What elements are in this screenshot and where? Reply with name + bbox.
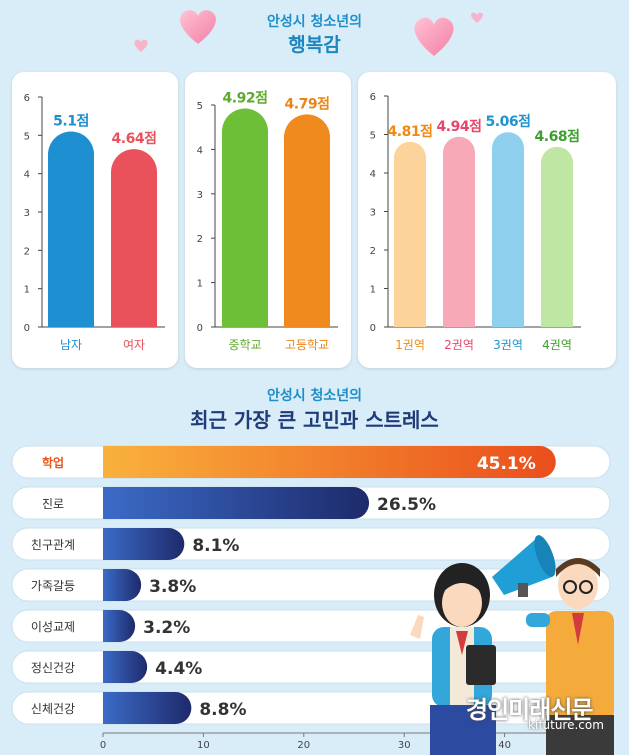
category-label: 4권역 (542, 338, 572, 352)
bar (103, 610, 136, 642)
y-tick-label: 2 (197, 234, 203, 245)
bottom-title: 최근 가장 큰 고민과 스트레스 (190, 408, 439, 432)
y-tick-label: 4 (24, 170, 30, 181)
x-tick-label: 0 (100, 740, 106, 751)
data-label: 5.1점 (53, 113, 89, 130)
data-label: 4.79점 (285, 95, 330, 112)
bar (48, 131, 94, 327)
data-label: 4.4% (155, 659, 202, 679)
y-tick-label: 1 (370, 285, 376, 296)
boy-student-icon (526, 558, 614, 755)
data-label: 3.8% (149, 577, 196, 597)
bar (443, 136, 475, 327)
data-label: 4.81점 (388, 123, 433, 140)
data-label: 5.06점 (486, 113, 531, 130)
bar (103, 446, 556, 478)
data-label: 3.2% (143, 618, 190, 638)
category-label: 남자 (60, 338, 82, 352)
y-tick-label: 0 (24, 323, 30, 334)
bar (394, 141, 426, 327)
bar (492, 132, 524, 327)
bar (103, 528, 185, 560)
y-tick-label: 5 (370, 131, 376, 142)
bar (541, 146, 573, 327)
data-label: 8.8% (199, 700, 246, 720)
students-illustration (410, 535, 614, 755)
data-label: 4.64점 (112, 130, 157, 147)
y-tick-label: 0 (197, 323, 203, 334)
category-label: 정신건강 (31, 661, 75, 675)
x-tick-label: 30 (398, 740, 411, 751)
bar (103, 651, 148, 683)
category-label: 가족갈등 (31, 579, 75, 593)
bar (103, 487, 370, 519)
x-tick-label: 20 (297, 740, 310, 751)
y-tick-label: 2 (370, 246, 376, 257)
category-label: 신체건강 (31, 702, 75, 716)
y-tick-label: 3 (24, 208, 30, 219)
region-chart: 0 1 2 3 4 5 6 4.81점 1권역 4.94점 2권역 5.06점 3권역 4.68점 4권역 (370, 92, 581, 352)
watermark-brand: 경인미래신문 (466, 696, 593, 724)
category-label: 친구관계 (31, 538, 75, 552)
heart-icon (414, 17, 454, 56)
category-label: 1권역 (395, 338, 425, 352)
y-tick-label: 1 (24, 285, 30, 296)
data-label: 4.92점 (223, 90, 268, 107)
category-label: 진로 (42, 497, 64, 511)
bar (103, 692, 192, 724)
bar (284, 114, 330, 327)
category-label: 2권역 (444, 338, 474, 352)
x-tick-label: 40 (498, 740, 511, 751)
category-label: 고등학교 (285, 338, 329, 352)
y-tick-label: 3 (197, 190, 203, 201)
data-label: 8.1% (192, 536, 239, 556)
bar (222, 108, 268, 327)
y-tick-label: 6 (24, 93, 30, 104)
bar (111, 149, 157, 327)
top-subtitle: 안성시 청소년의 (266, 14, 363, 30)
megaphone-icon (492, 535, 556, 597)
data-label: 4.94점 (437, 118, 482, 135)
y-tick-label: 5 (197, 101, 203, 112)
region-card: 0 1 2 3 4 5 6 4.81점 1권역 4.94점 2권역 5.06점 3권역 4.68점 4권역 (358, 72, 616, 368)
top-title: 행복감 (288, 34, 341, 56)
watermark-url: kifuture.com (528, 718, 604, 732)
y-tick-label: 6 (370, 92, 376, 103)
category-label: 3권역 (493, 338, 523, 352)
bottom-subtitle: 안성시 청소년의 (266, 388, 363, 404)
data-label: 4.68점 (535, 128, 580, 145)
heart-icon (471, 12, 483, 23)
category-label: 여자 (123, 338, 145, 352)
y-tick-label: 2 (24, 246, 30, 257)
y-tick-label: 4 (197, 145, 203, 156)
y-tick-label: 1 (197, 279, 203, 290)
heart-icon (134, 39, 148, 52)
y-tick-label: 3 (370, 208, 376, 219)
y-tick-label: 0 (370, 323, 376, 334)
heart-icon (180, 10, 216, 45)
hearts-decoration (134, 10, 483, 56)
y-tick-label: 5 (24, 131, 30, 142)
x-tick-label: 10 (197, 740, 210, 751)
bar (103, 569, 142, 601)
data-label: 26.5% (377, 495, 436, 515)
category-label: 이성교제 (31, 620, 75, 634)
data-label: 45.1% (477, 454, 536, 474)
category-label: 학업 (42, 455, 64, 470)
category-label: 중학교 (228, 338, 261, 352)
y-tick-label: 4 (370, 169, 376, 180)
girl-student-icon (410, 563, 496, 755)
